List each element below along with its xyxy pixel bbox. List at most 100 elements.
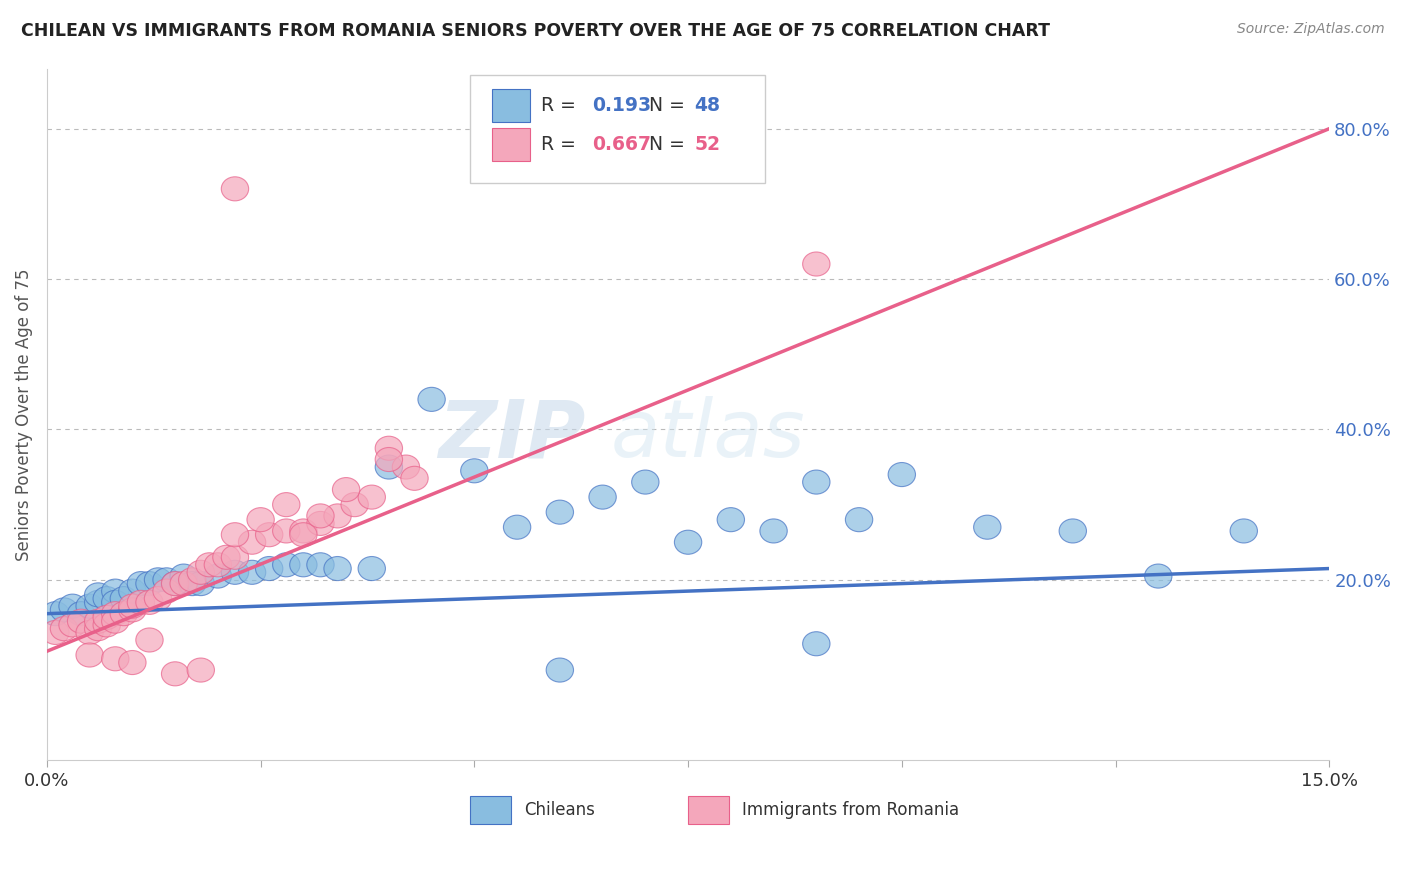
Ellipse shape (59, 613, 86, 637)
Ellipse shape (195, 553, 224, 577)
Ellipse shape (323, 504, 352, 528)
Ellipse shape (307, 511, 335, 535)
Ellipse shape (84, 591, 112, 615)
Ellipse shape (101, 601, 129, 625)
Ellipse shape (170, 572, 197, 596)
Ellipse shape (204, 553, 232, 577)
Ellipse shape (973, 516, 1001, 540)
Text: atlas: atlas (612, 396, 806, 475)
Ellipse shape (375, 448, 402, 472)
Y-axis label: Seniors Poverty Over the Age of 75: Seniors Poverty Over the Age of 75 (15, 268, 32, 561)
Text: 52: 52 (695, 135, 720, 154)
Ellipse shape (162, 572, 188, 596)
Ellipse shape (307, 504, 335, 528)
Ellipse shape (239, 530, 266, 554)
Text: R =: R = (540, 135, 582, 154)
Ellipse shape (418, 387, 446, 411)
Ellipse shape (589, 485, 616, 509)
Ellipse shape (221, 560, 249, 584)
Ellipse shape (375, 436, 402, 460)
Ellipse shape (889, 463, 915, 487)
Ellipse shape (145, 568, 172, 592)
Ellipse shape (290, 523, 316, 547)
Text: ZIP: ZIP (439, 396, 585, 475)
Ellipse shape (256, 523, 283, 547)
Ellipse shape (145, 587, 172, 611)
Ellipse shape (221, 523, 249, 547)
Ellipse shape (307, 553, 335, 577)
Ellipse shape (51, 598, 77, 622)
Ellipse shape (187, 572, 215, 596)
Text: Source: ZipAtlas.com: Source: ZipAtlas.com (1237, 22, 1385, 37)
Ellipse shape (84, 609, 112, 633)
Ellipse shape (239, 560, 266, 584)
Text: R =: R = (540, 95, 582, 115)
Ellipse shape (179, 572, 205, 596)
Ellipse shape (803, 252, 830, 276)
Ellipse shape (101, 591, 129, 615)
Ellipse shape (290, 519, 316, 543)
Ellipse shape (359, 485, 385, 509)
Ellipse shape (323, 557, 352, 581)
Ellipse shape (93, 613, 121, 637)
Ellipse shape (162, 662, 188, 686)
Bar (470, 797, 512, 824)
Ellipse shape (42, 601, 69, 625)
Ellipse shape (204, 564, 232, 588)
Ellipse shape (759, 519, 787, 543)
Bar (688, 797, 730, 824)
Ellipse shape (118, 650, 146, 674)
Text: 0.193: 0.193 (592, 95, 651, 115)
Ellipse shape (118, 579, 146, 603)
Ellipse shape (332, 477, 360, 501)
Ellipse shape (67, 609, 94, 633)
Ellipse shape (136, 591, 163, 615)
Ellipse shape (1230, 519, 1257, 543)
Ellipse shape (546, 658, 574, 682)
Ellipse shape (128, 591, 155, 615)
Bar (492, 128, 530, 161)
Ellipse shape (93, 606, 121, 630)
Ellipse shape (273, 492, 299, 516)
Ellipse shape (110, 601, 138, 625)
Text: N =: N = (637, 95, 690, 115)
Ellipse shape (136, 572, 163, 596)
Ellipse shape (675, 530, 702, 554)
Text: CHILEAN VS IMMIGRANTS FROM ROMANIA SENIORS POVERTY OVER THE AGE OF 75 CORRELATIO: CHILEAN VS IMMIGRANTS FROM ROMANIA SENIO… (21, 22, 1050, 40)
Ellipse shape (375, 455, 402, 479)
Ellipse shape (67, 601, 94, 625)
Ellipse shape (247, 508, 274, 532)
Ellipse shape (187, 560, 215, 584)
Ellipse shape (153, 568, 180, 592)
Ellipse shape (42, 621, 69, 645)
Ellipse shape (76, 594, 103, 618)
Ellipse shape (1059, 519, 1087, 543)
Ellipse shape (101, 609, 129, 633)
Ellipse shape (212, 545, 240, 569)
Ellipse shape (717, 508, 745, 532)
Ellipse shape (84, 616, 112, 640)
Ellipse shape (256, 557, 283, 581)
Ellipse shape (546, 500, 574, 524)
Ellipse shape (803, 470, 830, 494)
Ellipse shape (93, 587, 121, 611)
Ellipse shape (110, 587, 138, 611)
Ellipse shape (187, 658, 215, 682)
Ellipse shape (290, 553, 316, 577)
Ellipse shape (118, 594, 146, 618)
Ellipse shape (59, 594, 86, 618)
Ellipse shape (273, 553, 299, 577)
Ellipse shape (273, 519, 299, 543)
Text: 0.667: 0.667 (592, 135, 651, 154)
Ellipse shape (401, 467, 429, 491)
Ellipse shape (136, 628, 163, 652)
Ellipse shape (359, 557, 385, 581)
Ellipse shape (1144, 564, 1173, 588)
Ellipse shape (76, 621, 103, 645)
Ellipse shape (101, 579, 129, 603)
FancyBboxPatch shape (470, 76, 765, 183)
Ellipse shape (153, 579, 180, 603)
Ellipse shape (51, 616, 77, 640)
Text: 48: 48 (695, 95, 720, 115)
Text: Immigrants from Romania: Immigrants from Romania (742, 801, 959, 819)
